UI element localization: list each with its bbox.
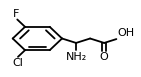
Text: O: O — [100, 52, 109, 62]
Text: OH: OH — [117, 28, 134, 38]
Text: Cl: Cl — [13, 58, 23, 68]
Text: F: F — [13, 9, 19, 19]
Text: NH₂: NH₂ — [65, 52, 87, 62]
